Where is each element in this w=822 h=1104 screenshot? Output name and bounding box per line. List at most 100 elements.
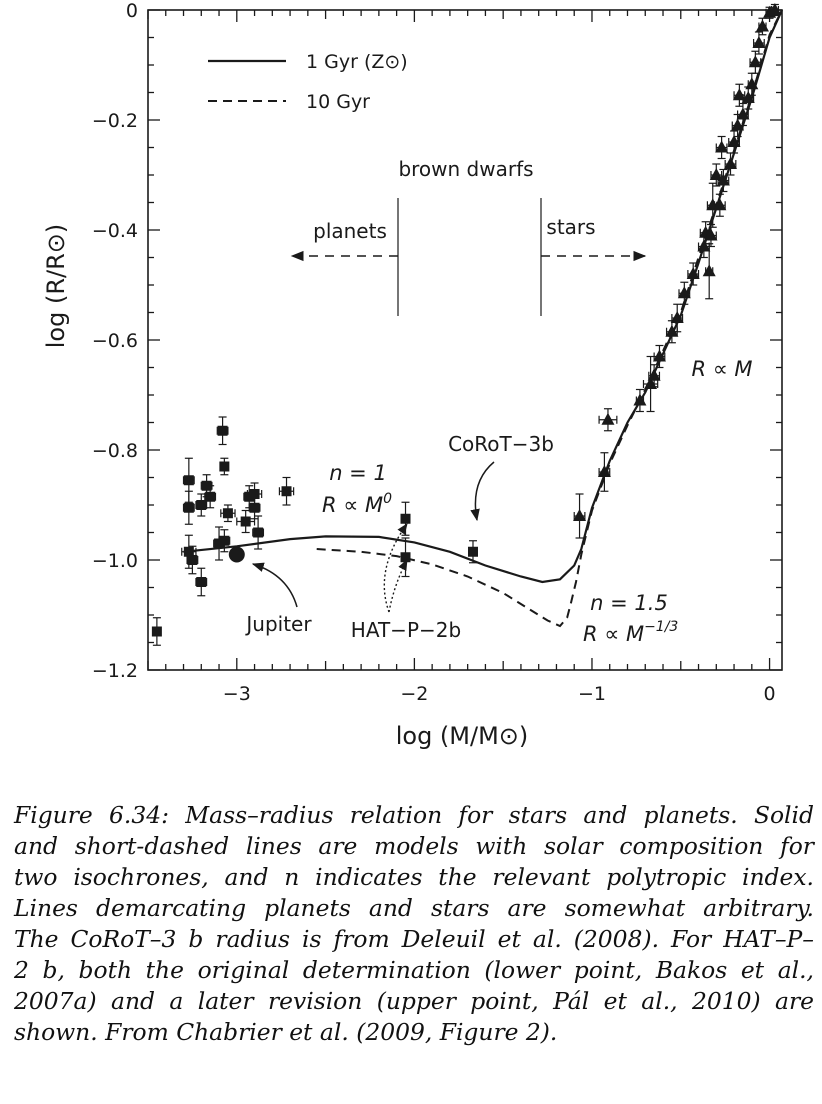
axis-ticks (147, 9, 782, 671)
triangle-marker (736, 107, 750, 120)
square-marker (196, 500, 207, 510)
data-points (151, 3, 782, 646)
planet-point (248, 496, 261, 520)
star-point (715, 135, 729, 160)
y-tick-label: −1.0 (92, 550, 138, 572)
triangle-marker (677, 286, 691, 299)
y-axis-label: log (R/R⊙) (42, 224, 70, 349)
triangle-marker (647, 368, 661, 381)
star-point (633, 388, 647, 413)
star-point (704, 223, 718, 248)
planet-point (220, 504, 236, 523)
annotations: n = 1 R ∝ M0 CoRoT−3b Jupiter HAT−P−2b n… (244, 357, 752, 646)
square-marker (183, 502, 194, 513)
square-marker (467, 546, 478, 557)
hat-arrow-upper (383, 523, 408, 613)
square-marker (253, 527, 264, 538)
square-marker (183, 546, 194, 557)
star-point (752, 31, 766, 55)
x-tick-labels: −3 −2 −1 0 (223, 683, 776, 705)
star-point (677, 281, 691, 305)
star-point (713, 193, 727, 217)
y-tick-labels: 0 −0.2 −0.4 −0.6 −0.8 −1.0 −1.2 (92, 0, 138, 682)
y-tick-label: −0.4 (92, 220, 138, 242)
square-marker (219, 535, 230, 546)
star-point (665, 320, 679, 344)
stars-label: stars (546, 215, 595, 239)
plot-frame (147, 9, 783, 671)
triangle-marker (727, 135, 741, 147)
square-marker (196, 577, 207, 587)
star-point (709, 163, 723, 187)
triangle-marker (702, 264, 716, 277)
triangle-marker (597, 465, 611, 477)
star-point (723, 152, 737, 176)
triangle-marker (665, 324, 679, 337)
star-point (745, 72, 759, 96)
star-point (573, 493, 587, 539)
hat-arrow-lower (388, 559, 408, 613)
planet-point (216, 416, 229, 446)
planet-point (246, 482, 263, 506)
planets-label: planets (313, 219, 387, 243)
caption-line: 2007a) and a later revision (upper point… (14, 987, 814, 1015)
planet-point (236, 509, 256, 534)
square-marker (240, 516, 251, 527)
square-marker (219, 461, 230, 472)
caption-line: shown. From Chabrier et al. (2009, Figur… (14, 1018, 558, 1046)
square-marker (400, 513, 411, 524)
triangle-marker (670, 311, 684, 323)
planet-point (195, 567, 208, 597)
y-tick-label: −0.8 (92, 440, 138, 462)
square-marker (217, 425, 228, 436)
caption-line: The CoRoT–3 b radius is from Deleuil et … (14, 925, 814, 953)
legend-label-1gyr: 1 Gyr (Z⊙) (306, 51, 408, 73)
triangle-marker (573, 509, 587, 521)
planet-point (219, 457, 230, 476)
corot-label: CoRoT−3b (448, 432, 554, 456)
star-point (716, 168, 730, 193)
star-point (755, 17, 769, 36)
jupiter-label: Jupiter (244, 612, 312, 636)
triangle-marker (601, 412, 615, 425)
square-marker (151, 626, 162, 637)
caption-line: 2 b, both the original determination (lo… (14, 956, 814, 984)
star-point (686, 262, 700, 286)
star-point (647, 364, 661, 388)
triangle-marker (633, 393, 647, 406)
triangle-marker (704, 228, 718, 241)
square-marker (400, 552, 411, 563)
triangle-marker (652, 349, 666, 362)
triangle-marker (741, 91, 755, 103)
planet-point (218, 529, 231, 553)
caption-line: and short-dashed lines are models with s… (14, 832, 814, 860)
planet-point (195, 493, 208, 517)
hat-label: HAT−P−2b (351, 618, 461, 642)
x-tick-label: −3 (223, 683, 251, 705)
square-marker (187, 555, 198, 565)
x-tick-label: 0 (764, 683, 776, 705)
square-marker (183, 475, 194, 486)
caption-line: Figure 6.34: Mass–radius relation for st… (14, 801, 814, 829)
triangle-marker (731, 118, 745, 131)
square-marker (281, 486, 292, 497)
planet-point (400, 501, 411, 536)
star-point (768, 3, 782, 17)
n15-label: n = 1.5 (590, 591, 668, 615)
x-tick-label: −1 (578, 683, 606, 705)
star-point (748, 50, 762, 74)
x-tick-label: −2 (400, 683, 428, 705)
legend-label-10gyr: 10 Gyr (306, 91, 370, 113)
triangle-marker (715, 140, 729, 153)
star-point (652, 344, 666, 369)
star-point (727, 130, 741, 154)
brown-dwarfs-label: brown dwarfs (398, 157, 533, 181)
mass-radius-chart: 0 −0.2 −0.4 −0.6 −0.8 −1.0 −1.2 −3 −2 −1 0 log (R… (42, 0, 784, 750)
planet-point (400, 537, 411, 578)
model-curve-10gyr (316, 9, 783, 628)
figure-caption: Figure 6.34: Mass–radius relation for st… (14, 800, 814, 1048)
triangle-marker (748, 55, 762, 68)
triangle-marker (755, 19, 769, 32)
caption-line: two isochrones, and n indicates the rele… (14, 863, 814, 891)
r-prop-m-label: R ∝ M (691, 357, 752, 381)
